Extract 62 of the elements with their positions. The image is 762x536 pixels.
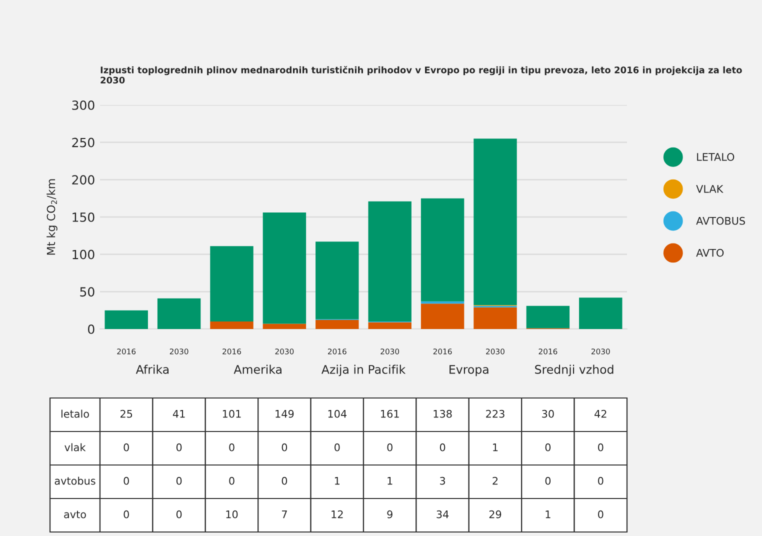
data-label: 0 bbox=[598, 510, 604, 518]
data-label: 223 bbox=[486, 410, 504, 418]
data-label: 25 bbox=[120, 410, 132, 418]
y-tick-label: 100 bbox=[72, 250, 94, 260]
y-tick-label: 50 bbox=[80, 287, 94, 297]
data-label: 9 bbox=[387, 510, 392, 518]
data-label: 2 bbox=[492, 476, 498, 485]
text: letalo bbox=[61, 410, 89, 418]
y-tick-label: 250 bbox=[72, 138, 94, 148]
data-label: 30 bbox=[542, 410, 554, 418]
data-label: 0 bbox=[334, 443, 340, 452]
data-label: 42 bbox=[594, 410, 606, 418]
legend-label: AVTOBUS bbox=[696, 216, 746, 225]
data-label: 7 bbox=[282, 510, 287, 518]
data-label: 149 bbox=[276, 410, 294, 418]
chart-title: Izpusti toplogrednih plinov mednarodnih turističnih prihodov v Evropo po regiji in tipu prevoza, leto 2016 in projekcija za leto 2030 bbox=[100, 66, 742, 84]
data-label: 29 bbox=[489, 510, 502, 518]
text: Evropa bbox=[450, 365, 488, 376]
data-label: 0 bbox=[282, 443, 288, 452]
data-label: 12 bbox=[332, 510, 343, 518]
text: Amerika bbox=[234, 364, 282, 374]
data-label: 1 bbox=[334, 477, 340, 485]
data-label: 0 bbox=[229, 476, 234, 485]
legend-label: AVTO bbox=[696, 248, 724, 257]
y-tick-label: 0 bbox=[88, 324, 94, 334]
text: Srednji vzhod bbox=[535, 364, 614, 376]
data-label: 161 bbox=[381, 410, 399, 418]
data-label: 0 bbox=[229, 443, 234, 452]
y-tick-label: 150 bbox=[72, 212, 94, 222]
data-label: 0 bbox=[598, 476, 604, 485]
data-label: 0 bbox=[124, 476, 129, 485]
text: avto bbox=[64, 510, 86, 518]
data-label: 0 bbox=[176, 476, 182, 485]
data-label: 41 bbox=[172, 410, 185, 418]
data-label: 0 bbox=[598, 443, 604, 452]
y-tick-label: 300 bbox=[72, 100, 94, 110]
data-label: 0 bbox=[545, 476, 551, 485]
data-label: 104 bbox=[328, 410, 347, 418]
data-label: 101 bbox=[222, 410, 241, 418]
data-label: 0 bbox=[176, 510, 182, 518]
legend-label: VLAK bbox=[696, 185, 724, 193]
data-label: 0 bbox=[176, 443, 182, 452]
data-label: 10 bbox=[226, 510, 238, 518]
y-axis-title: Mt kg CO$_{2}$/km bbox=[46, 179, 58, 255]
data-label: 3 bbox=[440, 476, 446, 485]
data-label: 0 bbox=[387, 443, 392, 452]
text: Azija in Pacifik bbox=[321, 364, 406, 376]
data-label: 34 bbox=[436, 510, 449, 518]
legend-label: LETALO bbox=[697, 153, 734, 161]
text: avtobus bbox=[54, 476, 96, 485]
data-label: 1 bbox=[546, 510, 550, 518]
data-label: 138 bbox=[434, 410, 452, 418]
data-label: 0 bbox=[545, 443, 551, 452]
data-label: 0 bbox=[124, 443, 129, 452]
y-tick-label: 200 bbox=[72, 175, 94, 185]
data-label: 0 bbox=[440, 443, 446, 452]
data-label: 1 bbox=[493, 444, 498, 452]
data-label: 0 bbox=[282, 476, 288, 485]
data-label: 0 bbox=[124, 510, 129, 518]
text: vlak bbox=[64, 443, 86, 452]
text: Afrika bbox=[136, 364, 169, 374]
data-label: 1 bbox=[388, 477, 392, 485]
